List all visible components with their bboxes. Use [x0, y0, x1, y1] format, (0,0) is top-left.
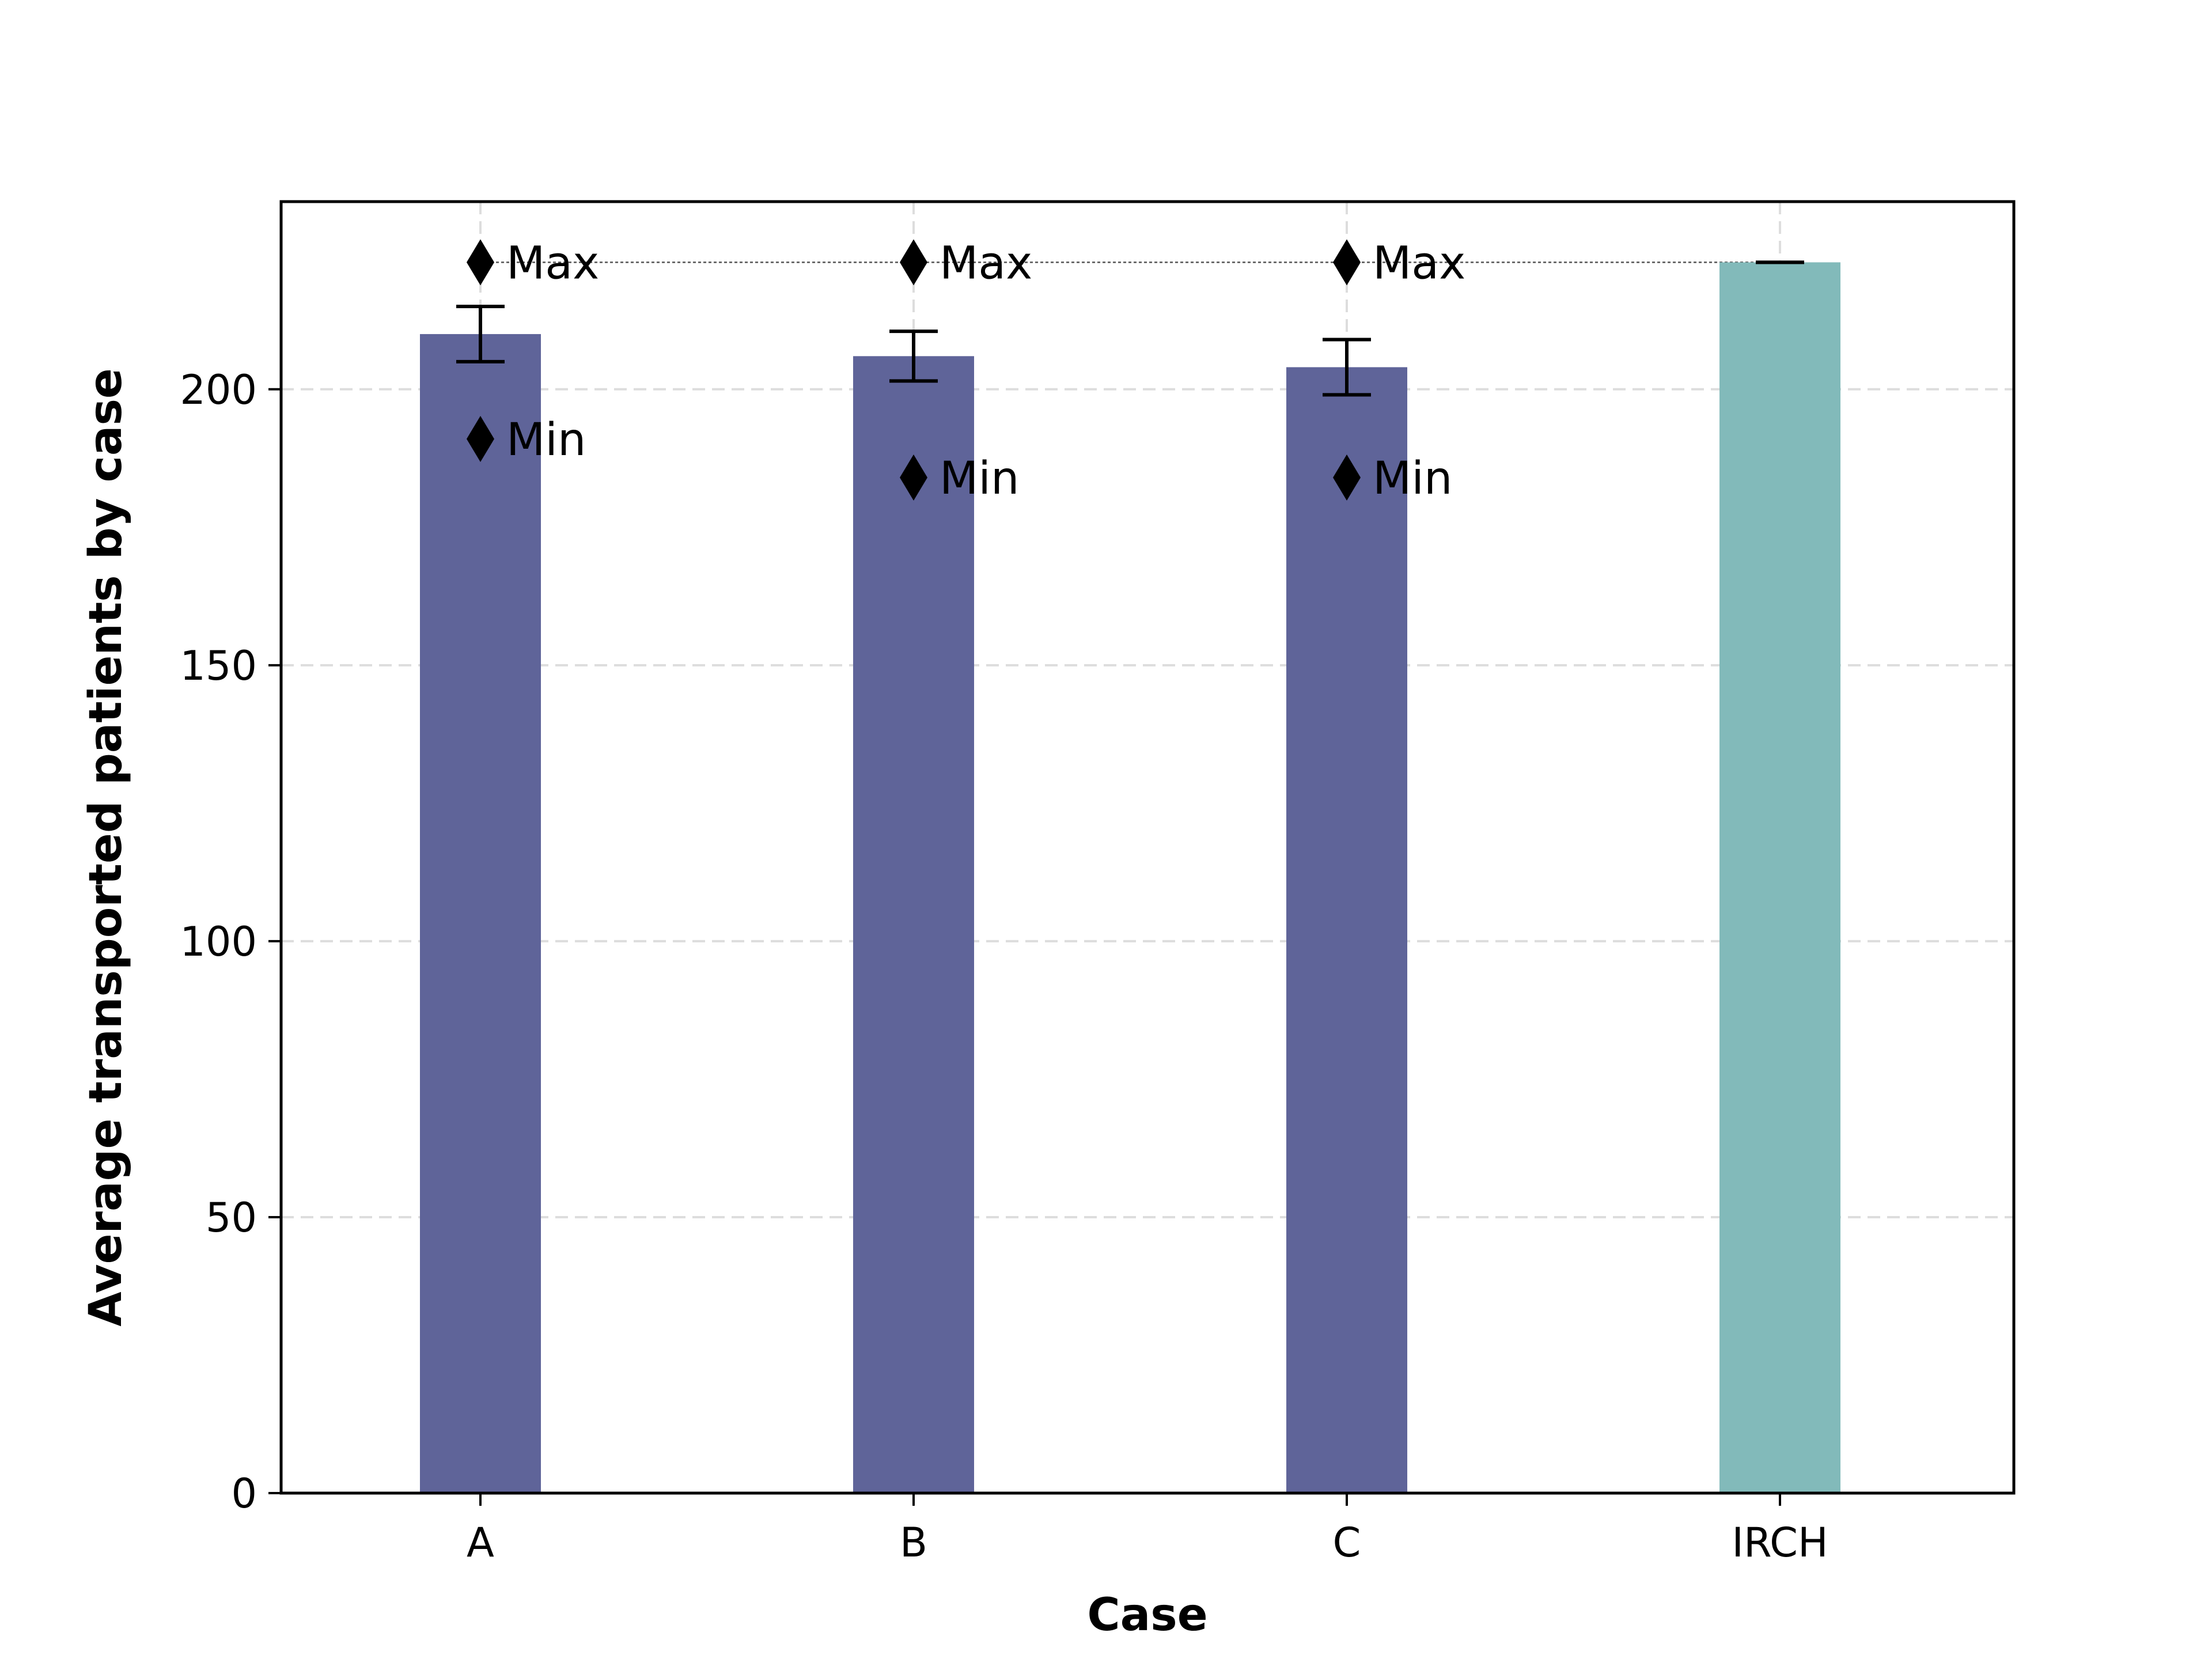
y-tick-label: 200 [180, 366, 257, 414]
x-axis-title: Case [1087, 1589, 1207, 1641]
max-label: Max [506, 237, 599, 289]
max-label: Max [1373, 237, 1465, 289]
max-marker [467, 239, 494, 286]
y-axis-title: Average transported patients by case [80, 368, 132, 1327]
min-marker [467, 415, 494, 462]
ticks-layer: 0 50 100 150 200 A B C IRCH [180, 366, 1828, 1566]
x-tick-label: IRCH [1732, 1519, 1828, 1566]
max-marker [1333, 239, 1361, 286]
bar [1286, 367, 1407, 1493]
min-label: Min [940, 453, 1019, 505]
bar [420, 334, 541, 1493]
x-tick-label: B [900, 1519, 927, 1566]
min-marker [900, 454, 927, 501]
bar [853, 356, 974, 1494]
x-tick-label: C [1333, 1519, 1361, 1566]
max-label: Max [940, 237, 1032, 289]
plot-frame [279, 200, 2016, 1495]
error-bars-layer [456, 260, 1804, 397]
min-marker [1333, 454, 1361, 501]
min-label: Min [506, 414, 586, 466]
max-marker [900, 239, 927, 286]
x-tick-label: A [467, 1519, 494, 1566]
y-tick-label: 100 [180, 918, 257, 965]
grid-lines [281, 202, 2014, 1493]
y-tick-label: 0 [231, 1470, 257, 1517]
min-max-markers-layer: Max Min Max Min Max Min [467, 237, 1465, 505]
min-label: Min [1373, 453, 1452, 505]
y-tick-label: 50 [206, 1194, 257, 1241]
y-tick-label: 150 [180, 642, 257, 690]
bars-layer [420, 262, 1840, 1494]
bar [1719, 262, 1840, 1494]
